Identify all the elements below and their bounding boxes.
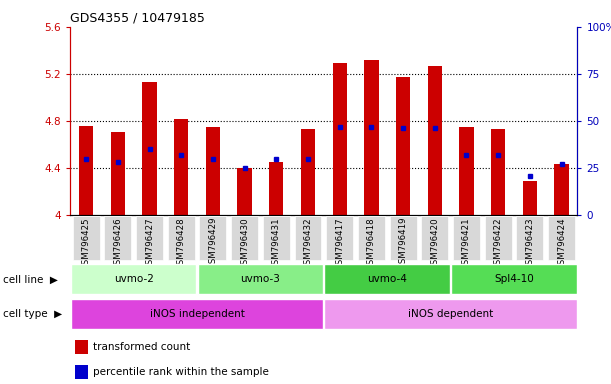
Text: GSM796420: GSM796420 xyxy=(430,217,439,270)
Text: uvmo-2: uvmo-2 xyxy=(114,274,153,285)
Bar xyxy=(111,132,125,215)
FancyBboxPatch shape xyxy=(73,216,100,260)
Text: GSM796419: GSM796419 xyxy=(398,217,408,270)
Text: iNOS independent: iNOS independent xyxy=(150,309,244,319)
FancyBboxPatch shape xyxy=(548,216,575,260)
Bar xyxy=(238,168,252,215)
FancyBboxPatch shape xyxy=(452,264,577,295)
Text: GSM796418: GSM796418 xyxy=(367,217,376,270)
FancyBboxPatch shape xyxy=(485,216,511,260)
Text: GSM796432: GSM796432 xyxy=(304,217,312,270)
FancyBboxPatch shape xyxy=(390,216,417,260)
Bar xyxy=(491,129,505,215)
FancyBboxPatch shape xyxy=(71,299,323,329)
Text: GSM796423: GSM796423 xyxy=(525,217,535,270)
Text: Spl4-10: Spl4-10 xyxy=(494,274,534,285)
Bar xyxy=(269,162,284,215)
FancyBboxPatch shape xyxy=(231,216,258,260)
Text: GSM796431: GSM796431 xyxy=(272,217,281,270)
FancyBboxPatch shape xyxy=(136,216,163,260)
Text: GSM796417: GSM796417 xyxy=(335,217,344,270)
Bar xyxy=(523,181,537,215)
FancyBboxPatch shape xyxy=(198,264,323,295)
Bar xyxy=(554,164,569,215)
FancyBboxPatch shape xyxy=(358,216,385,260)
Text: GDS4355 / 10479185: GDS4355 / 10479185 xyxy=(70,11,205,24)
Text: cell type  ▶: cell type ▶ xyxy=(3,309,62,319)
Bar xyxy=(459,127,474,215)
FancyBboxPatch shape xyxy=(295,216,321,260)
Bar xyxy=(301,129,315,215)
Text: GSM796427: GSM796427 xyxy=(145,217,154,270)
Bar xyxy=(75,340,88,354)
Bar xyxy=(396,78,410,215)
Text: GSM796429: GSM796429 xyxy=(208,217,218,270)
Text: GSM796421: GSM796421 xyxy=(462,217,471,270)
Bar xyxy=(332,63,347,215)
Text: GSM796425: GSM796425 xyxy=(82,217,90,270)
Text: cell line  ▶: cell line ▶ xyxy=(3,274,58,285)
FancyBboxPatch shape xyxy=(199,216,226,260)
FancyBboxPatch shape xyxy=(324,299,577,329)
Text: transformed count: transformed count xyxy=(93,342,191,352)
FancyBboxPatch shape xyxy=(453,216,480,260)
Text: GSM796424: GSM796424 xyxy=(557,217,566,270)
Bar xyxy=(206,127,220,215)
Bar xyxy=(142,82,156,215)
Text: GSM796422: GSM796422 xyxy=(494,217,503,270)
FancyBboxPatch shape xyxy=(71,264,196,295)
Bar xyxy=(174,119,188,215)
Text: uvmo-3: uvmo-3 xyxy=(241,274,280,285)
Bar xyxy=(364,60,378,215)
Bar xyxy=(428,66,442,215)
FancyBboxPatch shape xyxy=(104,216,131,260)
FancyBboxPatch shape xyxy=(422,216,448,260)
Bar xyxy=(79,126,93,215)
FancyBboxPatch shape xyxy=(168,216,195,260)
Text: GSM796430: GSM796430 xyxy=(240,217,249,270)
FancyBboxPatch shape xyxy=(324,264,450,295)
FancyBboxPatch shape xyxy=(326,216,353,260)
Text: percentile rank within the sample: percentile rank within the sample xyxy=(93,367,269,377)
Text: GSM796428: GSM796428 xyxy=(177,217,186,270)
Text: uvmo-4: uvmo-4 xyxy=(367,274,407,285)
FancyBboxPatch shape xyxy=(516,216,543,260)
Text: iNOS dependent: iNOS dependent xyxy=(408,309,493,319)
Text: GSM796426: GSM796426 xyxy=(113,217,122,270)
FancyBboxPatch shape xyxy=(263,216,290,260)
Bar xyxy=(75,365,88,379)
